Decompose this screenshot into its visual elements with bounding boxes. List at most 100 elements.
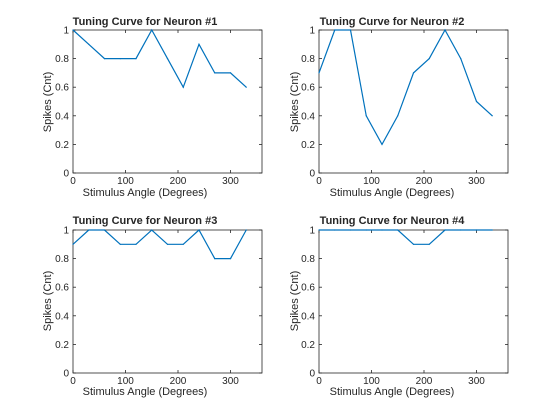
x-tick-label: 200 [416,176,433,187]
x-axis-label: Stimulus Angle (Degrees) [330,386,455,398]
data-point [88,43,90,45]
data-point [119,58,121,60]
y-tick-label: 0 [309,169,315,180]
y-tick-label: 1 [63,26,69,37]
data-point [412,72,415,74]
subplot-title: Tuning Curve for Neuron #3 [73,215,218,227]
y-tick-label: 0.4 [301,111,315,122]
y-tick-label: 0.2 [301,340,315,351]
y-tick-label: 0.6 [301,283,315,294]
y-tick-label: 0.8 [301,254,315,265]
data-point [475,229,478,231]
data-point [365,115,367,117]
data-point [245,86,247,88]
data-point [103,58,106,60]
subplot-title: Tuning Curve for Neuron #1 [73,16,218,28]
y-tick-label: 1 [63,226,69,237]
data-point [318,72,320,74]
data-point [135,58,137,60]
data-point [214,258,216,260]
y-axis-label: Spikes (Cnt) [289,271,301,332]
data-point [460,58,462,60]
x-tick-label: 200 [170,376,187,387]
series-line [319,229,493,245]
data-point [397,115,399,117]
data-point [166,58,169,60]
data-point [214,72,216,74]
axes-frame [318,229,509,374]
data-point [229,258,232,260]
data-point [412,243,415,245]
plot-area: 0 100 200 300 0 0.2 0.4 0.6 0.8 1 [55,26,263,187]
data-point [182,243,184,245]
y-axis-label: Spikes (Cnt) [289,72,301,133]
y-tick-label: 1 [309,226,315,237]
x-tick-label: 100 [117,176,134,187]
data-point [381,229,383,231]
axes-frame [72,229,263,374]
y-tick-label: 0.2 [55,340,69,351]
series-line [318,28,493,146]
y-tick-label: 0.6 [55,83,69,94]
data-point [365,229,367,231]
data-point [72,29,74,31]
data-point [444,29,446,31]
y-tick-label: 1 [309,26,315,37]
y-tick-label: 0.4 [55,111,69,122]
y-tick-label: 0.8 [55,254,69,265]
data-point [103,229,106,231]
data-point [460,229,462,231]
axes-frame [72,29,263,174]
y-tick-label: 0.8 [301,54,315,65]
data-point [151,229,153,231]
series-line [72,229,247,260]
data-point [397,229,399,231]
x-tick-label: 300 [468,376,485,387]
series-line [72,28,247,89]
data-point [151,29,153,31]
x-tick-label: 200 [170,176,187,187]
data-point [349,229,352,231]
data-point [334,29,336,31]
data-point [135,243,137,245]
y-tick-label: 0 [63,369,69,380]
subplot-title: Tuning Curve for Neuron #2 [320,16,465,28]
data-point [318,229,320,231]
x-tick-label: 300 [222,176,239,187]
x-tick-label: 0 [316,376,322,387]
subplot-neuron-3: Tuning Curve for Neuron #3 Stimulus Angl… [42,215,263,398]
plot-area: 0 100 200 300 0 0.2 0.4 0.6 0.8 1 [55,226,263,387]
data-point [444,229,446,231]
y-tick-label: 0 [309,369,315,380]
x-axis-label: Stimulus Angle (Degrees) [83,187,208,199]
x-tick-label: 0 [70,376,76,387]
data-point [334,229,336,231]
data-point [182,86,184,88]
x-tick-label: 100 [363,176,380,187]
data-point [166,243,169,245]
y-axis-label: Spikes (Cnt) [42,72,54,133]
x-tick-label: 0 [316,176,322,187]
data-point [198,43,200,45]
data-point [428,243,430,245]
data-point [491,229,493,231]
data-point [491,115,493,117]
y-tick-label: 0.2 [55,140,69,151]
x-axis-label: Stimulus Angle (Degrees) [83,386,208,398]
data-point [88,229,90,231]
x-tick-label: 300 [222,376,239,387]
x-tick-label: 100 [363,376,380,387]
plot-area: 0 100 200 300 0 0.2 0.4 0.6 0.8 1 [301,26,509,187]
subplot-neuron-1: Tuning Curve for Neuron #1 Stimulus Angl… [42,16,263,199]
axes-frame [318,29,509,174]
x-tick-label: 200 [416,376,433,387]
x-tick-label: 100 [117,376,134,387]
data-point [119,243,121,245]
y-tick-label: 0.8 [55,54,69,65]
x-tick-label: 0 [70,176,76,187]
y-tick-label: 0.6 [55,283,69,294]
data-point [349,29,352,31]
y-axis-label: Spikes (Cnt) [42,271,54,332]
x-axis-label: Stimulus Angle (Degrees) [330,187,455,199]
